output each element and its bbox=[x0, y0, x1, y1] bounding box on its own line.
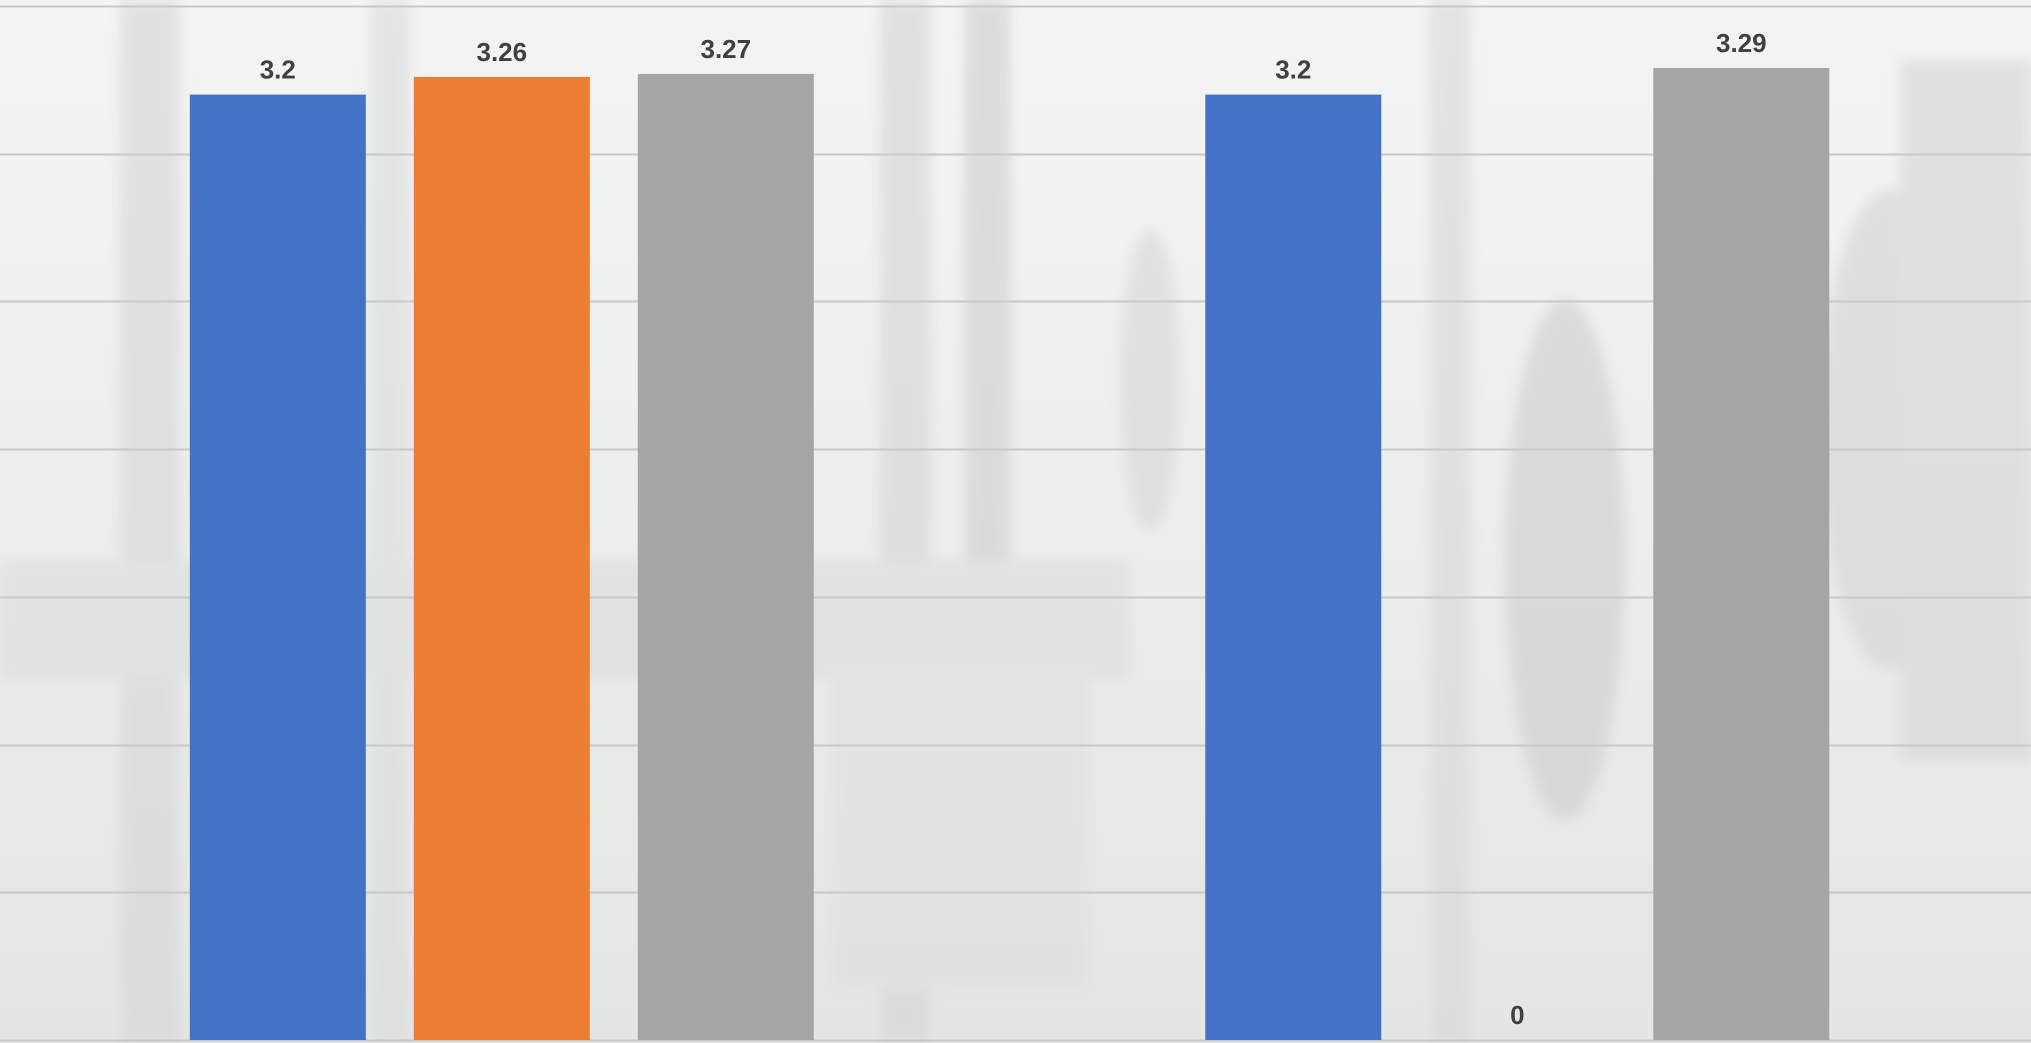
background-column bbox=[370, 0, 410, 1043]
data-label: 3.26 bbox=[476, 37, 527, 67]
bar bbox=[1205, 95, 1381, 1040]
background-person bbox=[1120, 230, 1180, 530]
data-label: 3.27 bbox=[700, 34, 751, 64]
data-label: 3.2 bbox=[260, 55, 296, 85]
bar bbox=[414, 77, 590, 1040]
data-label: 3.2 bbox=[1275, 55, 1311, 85]
bar bbox=[1653, 68, 1829, 1040]
data-label: 0 bbox=[1510, 1000, 1524, 1030]
background-desk bbox=[830, 660, 1090, 990]
background-column bbox=[1430, 0, 1470, 1043]
background-wall bbox=[1900, 60, 2031, 760]
background-column bbox=[120, 0, 180, 1043]
bar bbox=[190, 95, 366, 1040]
data-label: 3.29 bbox=[1716, 28, 1767, 58]
bar bbox=[638, 74, 814, 1040]
background-column bbox=[965, 0, 1010, 560]
background-person bbox=[1505, 300, 1625, 820]
